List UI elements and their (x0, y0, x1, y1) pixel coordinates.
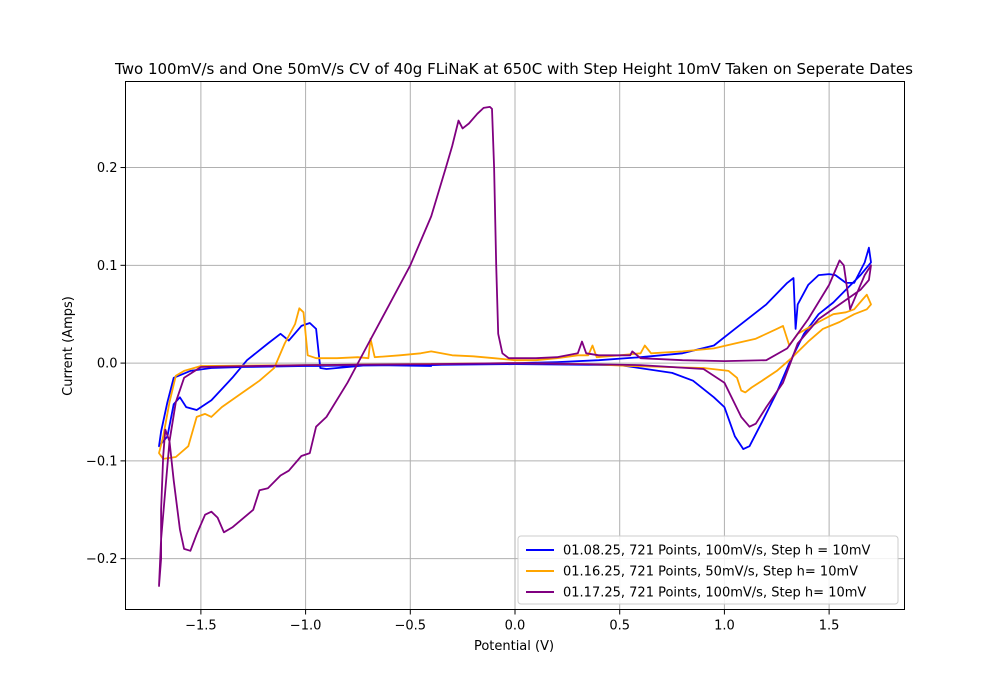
x-tick-label: −1.5 (185, 619, 217, 634)
chart-title: Two 100mV/s and One 50mV/s CV of 40g FLi… (114, 60, 913, 78)
y-tick-label: 0.0 (97, 357, 118, 372)
series-line-2 (158, 293, 872, 460)
x-tick-label: −0.5 (395, 619, 427, 634)
y-tick-label: −0.2 (86, 552, 118, 567)
series-line-1 (158, 246, 872, 450)
legend-box (517, 535, 899, 605)
axis-ticks: −1.5 −1.0 −0.5 0.0 0.5 1.0 1.5 −0.2 −0.1 0.0 0.1 0.… (86, 161, 840, 633)
y-tick-label: 0.1 (97, 259, 118, 274)
x-axis-label: Potential (V) (474, 639, 554, 654)
x-tick-label: 0.0 (505, 619, 526, 634)
legend-entry-3: 01.17.25, 721 Points, 100mV/s, Step h= 1… (563, 586, 866, 601)
x-tick-label: −1.0 (290, 619, 322, 634)
x-tick-label: 1.0 (714, 619, 735, 634)
legend-entry-1: 01.08.25, 721 Points, 100mV/s, Step h = … (563, 544, 871, 559)
y-tick-label: −0.1 (86, 454, 118, 469)
y-tick-label: 0.2 (97, 161, 118, 176)
series-lines (158, 106, 872, 587)
x-tick-label: 0.5 (609, 619, 630, 634)
legend-entry-2: 01.16.25, 721 Points, 50mV/s, Step h= 10… (563, 565, 858, 580)
y-axis-label: Current (Amps) (61, 296, 76, 396)
series-line-3 (158, 106, 872, 587)
legend: 01.08.25, 721 Points, 100mV/s, Step h = … (517, 535, 899, 605)
x-tick-label: 1.5 (819, 619, 840, 634)
